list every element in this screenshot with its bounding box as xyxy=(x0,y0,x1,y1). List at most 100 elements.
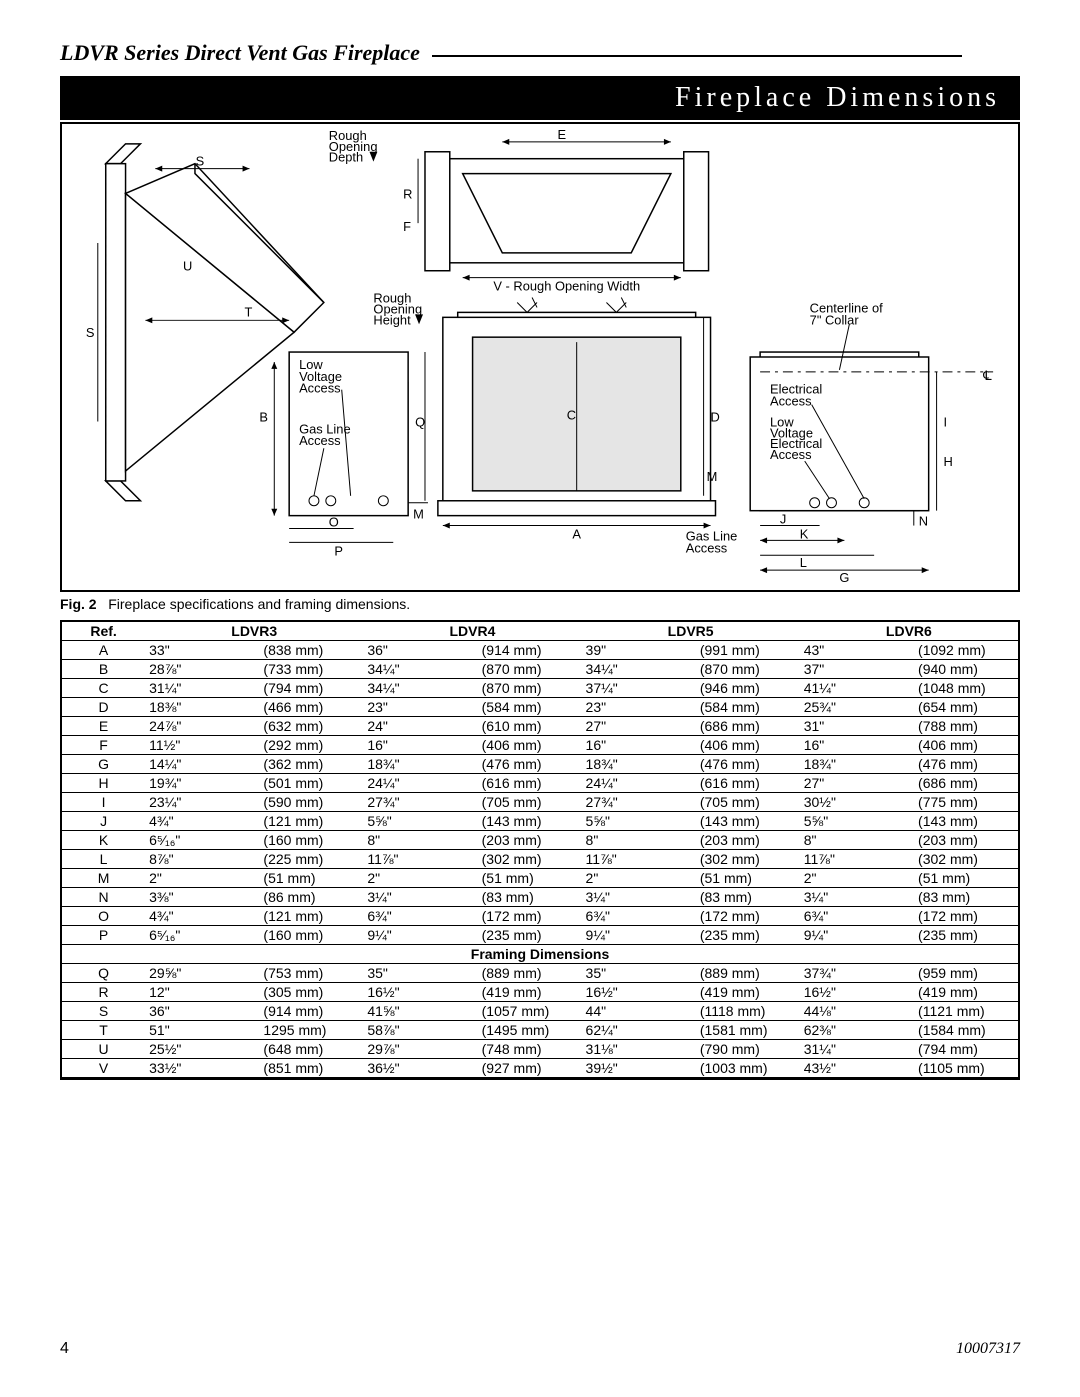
cell-inch: 4¾" xyxy=(145,907,259,926)
cell-inch: 18¾" xyxy=(363,755,477,774)
lbl-rough-height: RoughOpeningHeight xyxy=(373,290,422,327)
cell-mm: (959 mm) xyxy=(914,964,1018,983)
cell-inch: 2" xyxy=(363,869,477,888)
cell-inch: 43½" xyxy=(800,1059,914,1078)
cell-mm: (235 mm) xyxy=(478,926,582,945)
cell-mm: (927 mm) xyxy=(478,1059,582,1078)
cell-inch: 18⅜" xyxy=(145,698,259,717)
cell-inch: 19¾" xyxy=(145,774,259,793)
cell-inch: 44" xyxy=(582,1002,696,1021)
cell-mm: (160 mm) xyxy=(259,831,363,850)
table-row: R12"(305 mm)16½"(419 mm)16½"(419 mm)16½"… xyxy=(62,983,1018,1002)
series-title: LDVR Series Direct Vent Gas Fireplace xyxy=(60,40,420,65)
table-row: G14¼"(362 mm)18¾"(476 mm)18¾"(476 mm)18¾… xyxy=(62,755,1018,774)
cell-inch: 16" xyxy=(582,736,696,755)
dim-m-side: M xyxy=(413,507,424,522)
cell-inch: 11½" xyxy=(145,736,259,755)
lbl-cl: ℄ xyxy=(982,368,992,383)
table-row: P6⁵⁄₁₆"(160 mm)9¼"(235 mm)9¼"(235 mm)9¼"… xyxy=(62,926,1018,945)
cell-inch: 28⅞" xyxy=(145,660,259,679)
cell-mm: (584 mm) xyxy=(696,698,800,717)
cell-mm: (1581 mm) xyxy=(696,1021,800,1040)
cell-mm: (648 mm) xyxy=(259,1040,363,1059)
cell-mm: (794 mm) xyxy=(259,679,363,698)
cell-mm: (203 mm) xyxy=(696,831,800,850)
cell-mm: (302 mm) xyxy=(478,850,582,869)
cell-mm: (302 mm) xyxy=(914,850,1018,869)
cell-mm: (914 mm) xyxy=(259,1002,363,1021)
table-row: C31¼"(794 mm)34¼"(870 mm)37¼"(946 mm)41¼… xyxy=(62,679,1018,698)
cell-ref: J xyxy=(62,812,145,831)
table-row: F11½"(292 mm)16"(406 mm)16"(406 mm)16"(4… xyxy=(62,736,1018,755)
dim-h: H xyxy=(944,454,953,469)
cell-mm: (160 mm) xyxy=(259,926,363,945)
cell-mm: (584 mm) xyxy=(478,698,582,717)
cell-inch: 5⅝" xyxy=(582,812,696,831)
cell-inch: 8" xyxy=(800,831,914,850)
dim-s-left: S xyxy=(86,325,95,340)
cell-inch: 29⅞" xyxy=(363,1040,477,1059)
dim-a: A xyxy=(572,526,581,541)
cell-inch: 11⅞" xyxy=(800,850,914,869)
cell-inch: 27" xyxy=(582,717,696,736)
table-row: O4¾"(121 mm)6¾"(172 mm)6¾"(172 mm)6¾"(17… xyxy=(62,907,1018,926)
cell-inch: 37" xyxy=(800,660,914,679)
cell-inch: 31¼" xyxy=(800,1040,914,1059)
cell-ref: H xyxy=(62,774,145,793)
cell-inch: 62⅜" xyxy=(800,1021,914,1040)
dim-s-top: S xyxy=(196,154,205,169)
cell-mm: (705 mm) xyxy=(696,793,800,812)
cell-inch: 27¾" xyxy=(363,793,477,812)
cell-mm: (406 mm) xyxy=(914,736,1018,755)
cell-mm: (83 mm) xyxy=(696,888,800,907)
table-row: V33½"(851 mm)36½"(927 mm)39½"(1003 mm)43… xyxy=(62,1059,1018,1078)
cell-mm: (302 mm) xyxy=(696,850,800,869)
col-model: LDVR5 xyxy=(582,622,800,641)
table-row: D18⅜"(466 mm)23"(584 mm)23"(584 mm)25¾"(… xyxy=(62,698,1018,717)
cell-inch: 3⅜" xyxy=(145,888,259,907)
cell-inch: 51" xyxy=(145,1021,259,1040)
cell-inch: 27" xyxy=(800,774,914,793)
cell-inch: 37¼" xyxy=(582,679,696,698)
cell-inch: 6¾" xyxy=(363,907,477,926)
cell-inch: 41¼" xyxy=(800,679,914,698)
dim-f: F xyxy=(403,219,411,234)
cell-inch: 24" xyxy=(363,717,477,736)
cell-inch: 30½" xyxy=(800,793,914,812)
cell-mm: (83 mm) xyxy=(478,888,582,907)
cell-inch: 2" xyxy=(145,869,259,888)
dim-p: P xyxy=(334,543,343,558)
cell-mm: (51 mm) xyxy=(259,869,363,888)
table-row: A33"(838 mm)36"(914 mm)39"(991 mm)43"(10… xyxy=(62,641,1018,660)
technical-drawing: S S U T B L xyxy=(60,122,1020,592)
cell-inch: 36" xyxy=(363,641,477,660)
page-number: 4 xyxy=(60,1340,69,1357)
col-model: LDVR4 xyxy=(363,622,581,641)
table-row: M2"(51 mm)2"(51 mm)2"(51 mm)2"(51 mm) xyxy=(62,869,1018,888)
cell-mm: (991 mm) xyxy=(696,641,800,660)
col-model: LDVR3 xyxy=(145,622,363,641)
cell-mm: (362 mm) xyxy=(259,755,363,774)
cell-inch: 35" xyxy=(582,964,696,983)
cell-inch: 58⅞" xyxy=(363,1021,477,1040)
cell-inch: 4¾" xyxy=(145,812,259,831)
cell-mm: (203 mm) xyxy=(914,831,1018,850)
cell-mm: (501 mm) xyxy=(259,774,363,793)
cell-mm: (172 mm) xyxy=(478,907,582,926)
cell-inch: 23" xyxy=(363,698,477,717)
dim-e: E xyxy=(558,127,567,142)
cell-inch: 6⁵⁄₁₆" xyxy=(145,926,259,945)
dim-q: Q xyxy=(415,414,425,429)
cell-mm: (1118 mm) xyxy=(696,1002,800,1021)
dim-l: L xyxy=(800,555,807,570)
cell-inch: 9¼" xyxy=(363,926,477,945)
cell-inch: 33½" xyxy=(145,1059,259,1078)
cell-inch: 44⅛" xyxy=(800,1002,914,1021)
col-model: LDVR6 xyxy=(800,622,1018,641)
table-row: I23¼"(590 mm)27¾"(705 mm)27¾"(705 mm)30½… xyxy=(62,793,1018,812)
cell-ref: L xyxy=(62,850,145,869)
caption-prefix: Fig. 2 xyxy=(60,596,97,612)
cell-mm: (1105 mm) xyxy=(914,1059,1018,1078)
document-number: 10007317 xyxy=(956,1340,1020,1358)
table-row: J4¾"(121 mm)5⅝"(143 mm)5⅝"(143 mm)5⅝"(14… xyxy=(62,812,1018,831)
